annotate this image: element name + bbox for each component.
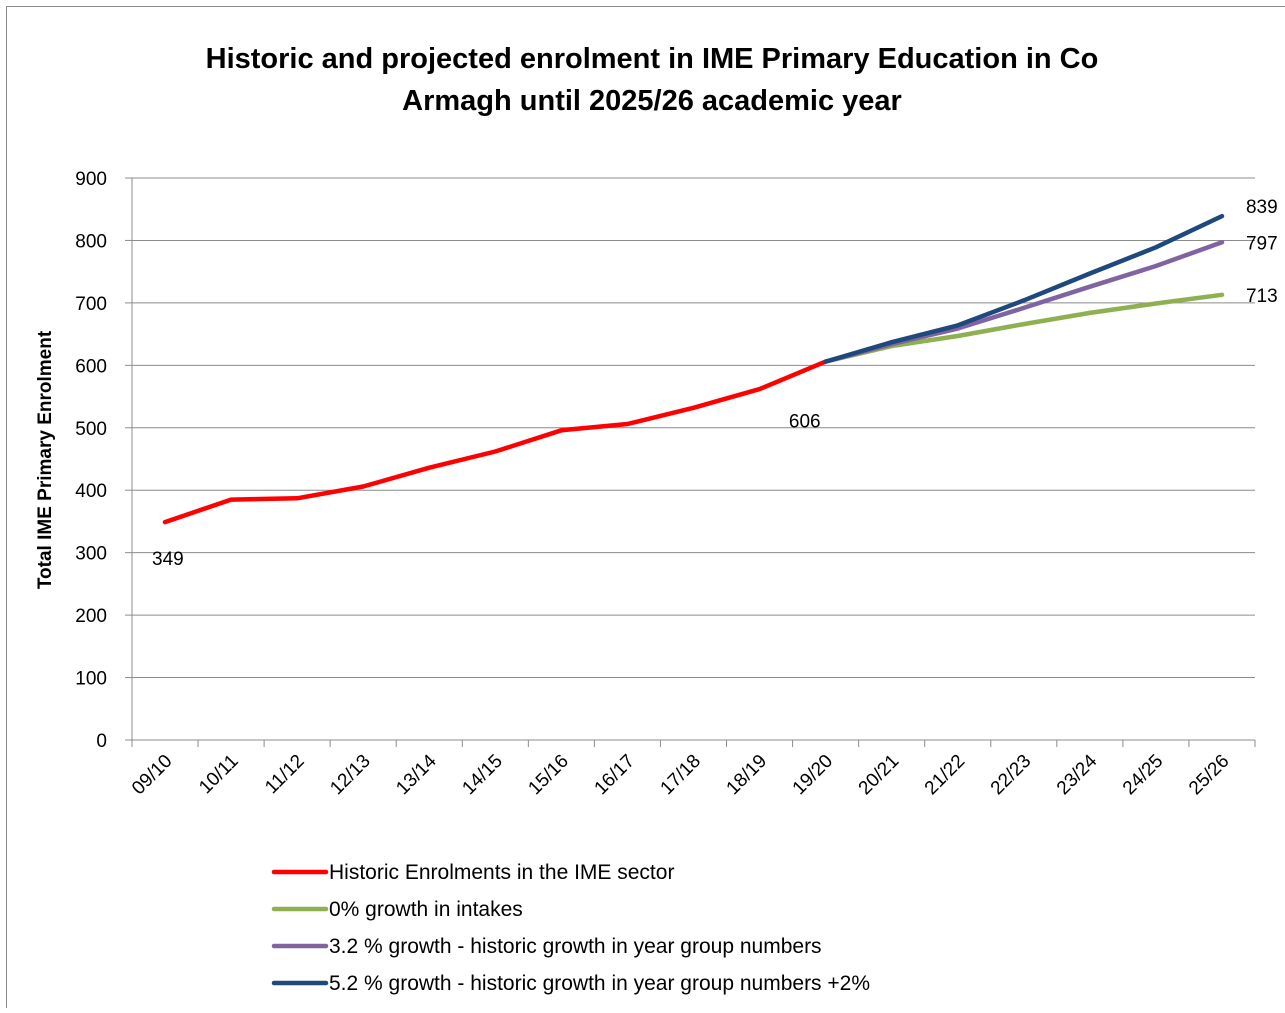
data-label: 606 (789, 412, 821, 433)
y-tick-label: 800 (75, 231, 107, 252)
y-tick-label: 100 (75, 669, 107, 690)
y-tick-label: 300 (75, 544, 107, 565)
y-tick-label: 400 (75, 481, 107, 502)
data-label: 839 (1246, 197, 1278, 218)
data-label: 713 (1246, 286, 1278, 307)
data-label: 349 (152, 549, 184, 570)
y-tick-label: 500 (75, 419, 107, 440)
data-label: 797 (1246, 233, 1278, 254)
legend-label-0: Historic Enrolments in the IME sector (329, 861, 674, 884)
legend-label-1: 0% growth in intakes (329, 898, 523, 921)
chart-title-line-2: Armagh until 2025/26 academic year (402, 85, 902, 117)
y-tick-label: 200 (75, 606, 107, 627)
chart-border (7, 7, 1285, 1009)
y-tick-label: 900 (75, 169, 107, 190)
chart-title-line-1: Historic and projected enrolment in IME … (206, 43, 1099, 75)
legend-label-2: 3.2 % growth - historic growth in year g… (329, 935, 822, 958)
y-axis-label: Total IME Primary Enrolment (35, 330, 56, 589)
y-tick-label: 600 (75, 356, 107, 377)
y-tick-label: 0 (96, 731, 107, 752)
y-tick-label: 700 (75, 294, 107, 315)
legend-label-3: 5.2 % growth - historic growth in year g… (329, 972, 870, 995)
